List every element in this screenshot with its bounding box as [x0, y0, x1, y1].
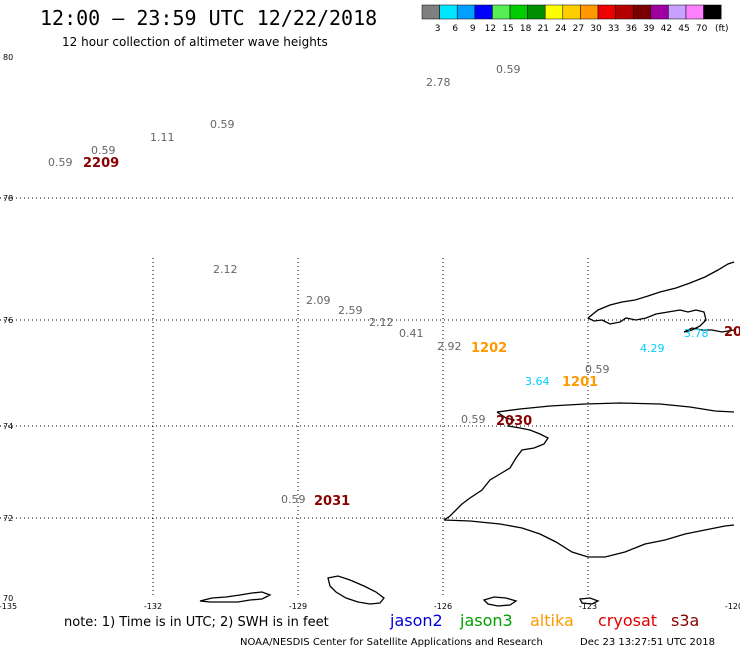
wave-height-value: 2.92: [437, 340, 462, 353]
coastline-banks-island-east: [683, 327, 735, 333]
pass-time-label: 1202: [471, 341, 507, 356]
latitude-label: 76: [3, 316, 13, 325]
map-subtitle: 12 hour collection of altimeter wave hei…: [62, 35, 328, 49]
scale-swatch: [703, 4, 722, 20]
wave-height-value: 3.64: [525, 375, 550, 388]
coastline-banks-island-north: [587, 261, 735, 319]
scale-swatch: [509, 4, 528, 20]
wave-height-value: 2.12: [369, 316, 394, 329]
scale-label: 9: [470, 24, 476, 34]
satellite-jason2: jason2: [389, 611, 443, 630]
coastline-islet-2: [327, 575, 385, 605]
wave-height-color-scale: 3 6 9 12 15 18 21 24 27 30 33 36 39 42 45 70 (ft): [421, 4, 729, 34]
scale-label: 45: [678, 24, 689, 34]
scale-swatch: [421, 4, 440, 20]
wave-height-value: 3.78: [684, 327, 709, 340]
wave-height-value: 0.59: [461, 413, 486, 426]
pass-time-label: 1201: [562, 375, 598, 390]
scale-swatch: [668, 4, 687, 20]
wave-height-value: 0.59: [48, 156, 73, 169]
satellite-cryosat: cryosat: [598, 611, 657, 630]
scale-swatch: [597, 4, 616, 20]
latitude-label: 74: [3, 422, 13, 431]
pass-time-label: 2031: [314, 494, 350, 509]
scale-swatch: [527, 4, 546, 20]
footer-credit: NOAA/NESDIS Center for Satellite Applica…: [240, 637, 543, 648]
scale-label: 3: [435, 24, 441, 34]
scale-label: 12: [485, 24, 496, 34]
scale-swatch: [474, 4, 493, 20]
wave-height-value: 0.59: [210, 118, 235, 131]
scale-label: 42: [661, 24, 672, 34]
pass-time-label: 2209: [83, 156, 119, 171]
wave-height-value: 0.59: [585, 363, 610, 376]
satellite-altika: altika: [530, 611, 574, 630]
scale-label: 15: [502, 24, 513, 34]
coastline-mainland-south: [443, 519, 735, 558]
longitude-label: -126: [434, 602, 452, 611]
coastline-mainland-west: [443, 411, 549, 521]
coastline-banks-island-bay: [587, 309, 707, 333]
wave-height-value: 2.78: [426, 76, 451, 89]
coastline-islet-4: [578, 597, 600, 605]
coastline-islet-1: [199, 591, 272, 603]
scale-label: 21: [537, 24, 548, 34]
wave-height-value: 0.41: [399, 327, 424, 340]
wave-height-value: 0.59: [496, 63, 521, 76]
scale-swatch: [685, 4, 704, 20]
footer-note: note: 1) Time is in UTC; 2) SWH is in fe…: [64, 615, 329, 630]
longitude-label: -120: [725, 602, 740, 611]
wave-height-value: 0.59: [91, 144, 116, 157]
lat-lon-grid: 80 78 76 74 72 70-135 -132 -129 -126 -123 -120: [0, 53, 740, 611]
coastline-islet-3: [482, 596, 518, 607]
scale-swatch: [439, 4, 458, 20]
satellite-jason3: jason3: [459, 611, 513, 630]
latitude-label: 78: [3, 194, 13, 203]
scale-swatch: [615, 4, 634, 20]
pass-time-label: 2030: [496, 414, 532, 429]
scale-label: 6: [452, 24, 458, 34]
scale-label: 18: [520, 24, 532, 34]
wave-height-value: 1.11: [150, 131, 175, 144]
longitude-label: -123: [579, 602, 597, 611]
longitude-label: -129: [289, 602, 307, 611]
longitude-label: -132: [144, 602, 162, 611]
wave-height-value: 4.29: [640, 342, 665, 355]
satellite-legend: jason2 jason3 altika cryosat s3a: [389, 611, 699, 630]
map-title: 12:00 — 23:59 UTC 12/22/2018: [40, 6, 377, 30]
wave-height-value: 2.12: [213, 263, 238, 276]
wave-height-value: 2.09: [306, 294, 331, 307]
scale-swatch: [650, 4, 669, 20]
latitude-label: 70: [3, 594, 13, 603]
scale-label: 33: [608, 24, 619, 34]
scale-swatch: [632, 4, 652, 20]
footer-timestamp: Dec 23 13:27:51 UTC 2018: [580, 637, 715, 648]
scale-swatch: [580, 4, 599, 20]
scale-label: 27: [573, 24, 584, 34]
coastline-mainland-north: [496, 402, 735, 413]
longitude-label: -135: [0, 602, 17, 611]
scale-swatch: [456, 4, 476, 20]
pass-time-label: 20: [724, 325, 740, 340]
scale-unit: (ft): [715, 24, 729, 34]
coastlines: [199, 261, 735, 607]
scale-label: 24: [555, 24, 567, 34]
scale-label: 30: [590, 24, 602, 34]
scale-label: 70: [696, 24, 708, 34]
scale-label: 36: [625, 24, 637, 34]
scale-swatch: [562, 4, 581, 20]
scale-swatch: [544, 4, 564, 20]
scale-swatch: [492, 4, 511, 20]
satellite-s3a: s3a: [671, 611, 699, 630]
wave-height-value: 2.59: [338, 304, 363, 317]
latitude-label: 80: [3, 53, 13, 62]
latitude-label: 72: [3, 514, 13, 523]
altimeter-observations: 0.592.780.591.110.590.59 22092.122.092.59…: [48, 63, 740, 509]
scale-label: 39: [643, 24, 655, 34]
wave-height-value: 0.59: [281, 493, 306, 506]
